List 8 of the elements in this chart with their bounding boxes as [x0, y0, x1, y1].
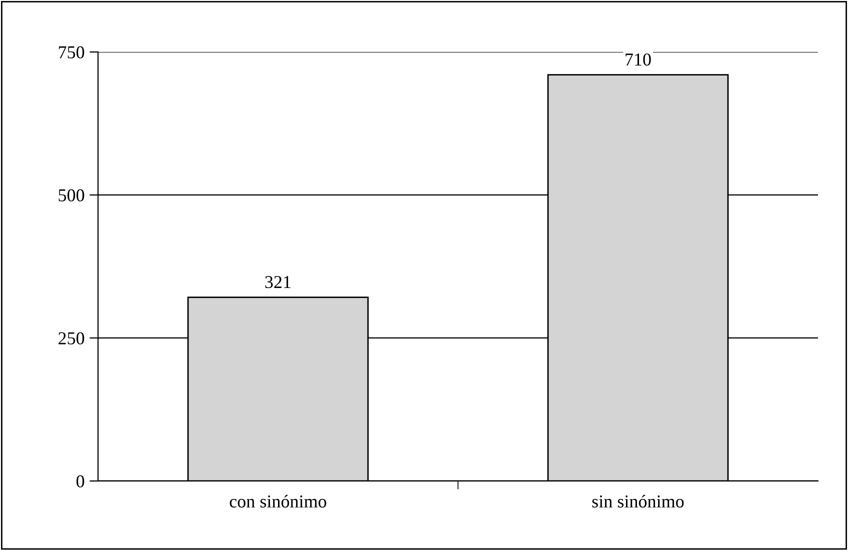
y-tick-label: 250 — [58, 332, 84, 344]
x-tick-label: con sinónimo — [230, 494, 326, 508]
data-label: 321 — [265, 276, 290, 288]
y-tick-label: 0 — [76, 475, 84, 488]
data-label: 710 — [626, 53, 651, 66]
y-tick-label: 750 — [58, 46, 84, 58]
x-tick-label: sin sinónimo — [592, 494, 684, 508]
y-tick-label: 500 — [58, 189, 84, 202]
